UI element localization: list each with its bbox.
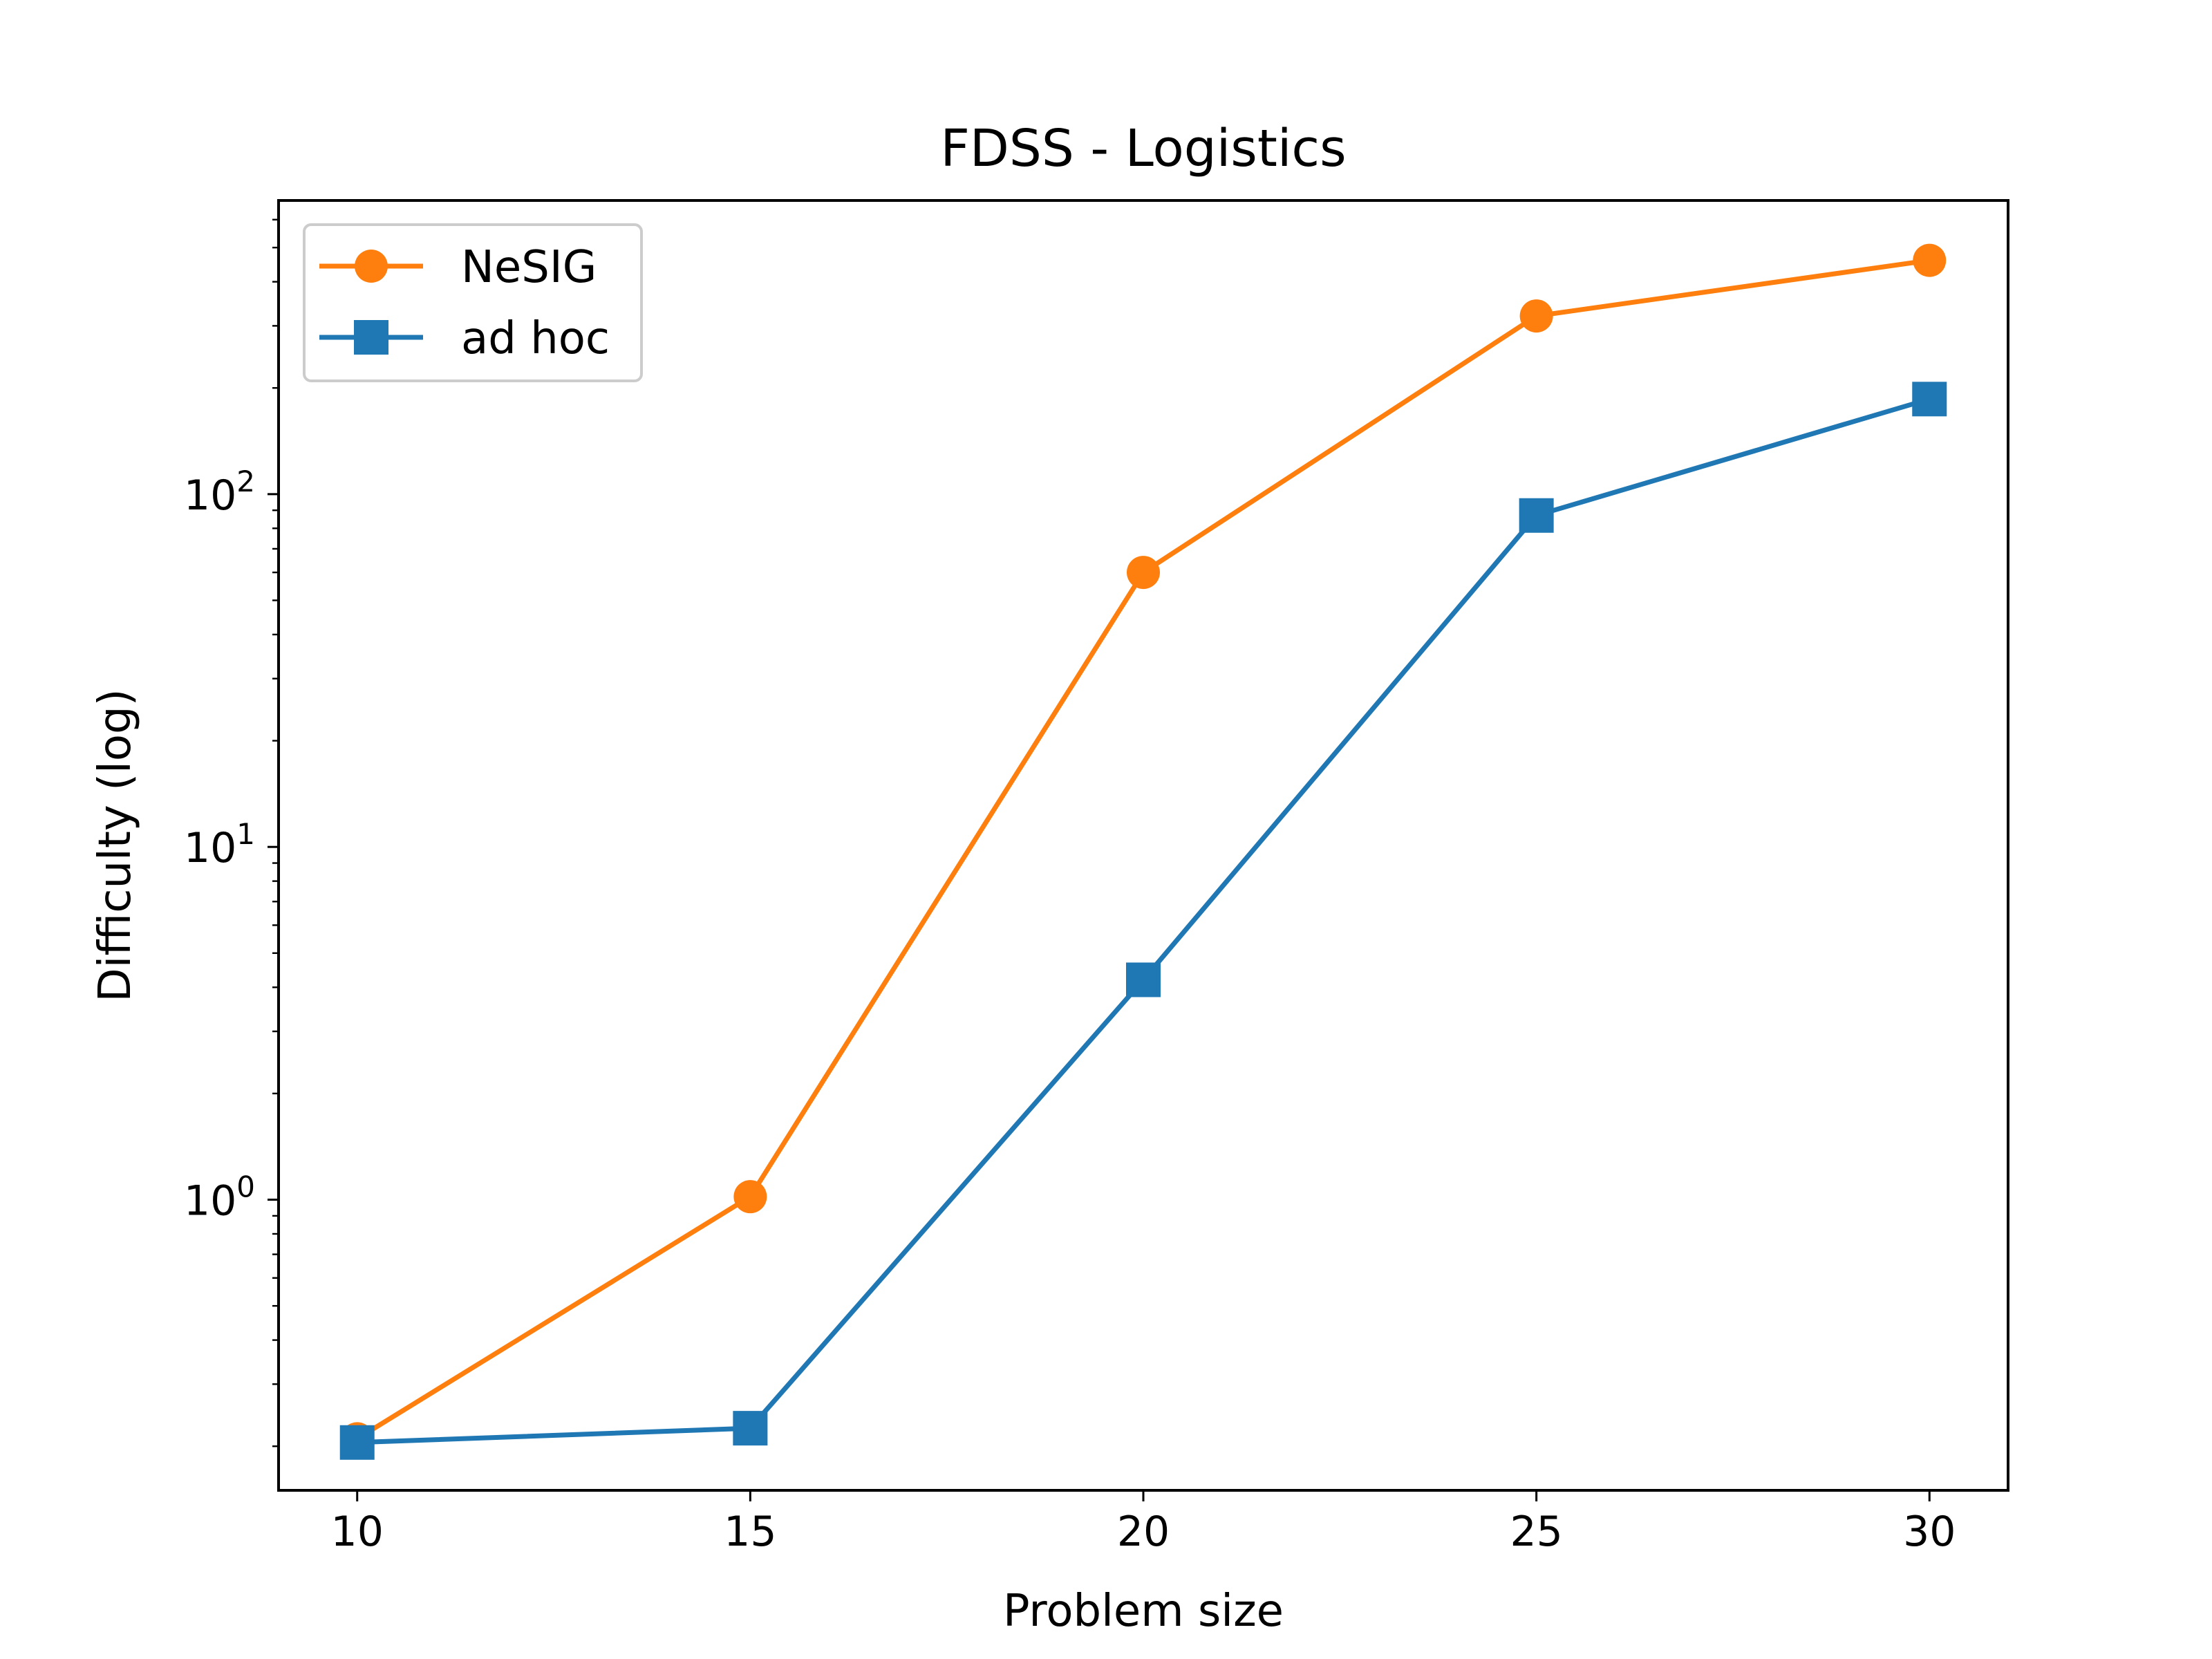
y-tick-base: 10: [184, 471, 236, 520]
x-axis-label: Problem size: [1003, 1586, 1284, 1637]
legend-marker: [354, 320, 388, 355]
series-line: [357, 396, 1931, 1445]
x-tick-label: 30: [1903, 1508, 1956, 1556]
plot-area: [277, 199, 2009, 1492]
legend-label: NeSIG: [461, 242, 597, 293]
x-tick-label: 20: [1117, 1508, 1170, 1556]
legend: NeSIG ad hoc: [303, 223, 643, 382]
legend-entry: ad hoc: [319, 313, 610, 364]
y-tick-exponent: 1: [236, 817, 255, 851]
chart-title: FDSS - Logistics: [940, 119, 1346, 178]
data-point: [1519, 299, 1553, 333]
legend-marker: [355, 250, 388, 283]
y-axis-label: Difficulty (log): [90, 688, 141, 1002]
legend-label: ad hoc: [461, 313, 610, 364]
y-tick-label: 100: [184, 1170, 255, 1226]
y-tick-base: 10: [184, 1177, 236, 1226]
data-point: [1912, 382, 1947, 417]
data-point: [733, 1411, 768, 1446]
data-point: [733, 1180, 767, 1214]
x-axis: 10 15 20 25 30: [331, 1490, 1956, 1556]
x-tick-label: 25: [1510, 1508, 1562, 1556]
legend-entry: NeSIG: [319, 242, 597, 293]
data-point: [1913, 243, 1947, 277]
data-point: [1519, 498, 1554, 533]
series-layer: [339, 243, 1947, 1460]
data-point: [1126, 962, 1161, 997]
y-tick-base: 10: [184, 824, 236, 872]
x-tick-label: 10: [331, 1508, 384, 1556]
series-ad-hoc: [339, 382, 1947, 1460]
y-tick-label: 102: [184, 465, 255, 520]
data-point: [339, 1425, 375, 1460]
y-tick-exponent: 2: [236, 465, 255, 498]
series-line: [355, 258, 1930, 1441]
data-point: [1127, 556, 1160, 590]
x-tick-label: 15: [724, 1508, 776, 1556]
series-nesig: [340, 243, 1947, 1456]
y-tick-label: 101: [184, 817, 255, 872]
y-tick-exponent: 0: [236, 1170, 255, 1204]
